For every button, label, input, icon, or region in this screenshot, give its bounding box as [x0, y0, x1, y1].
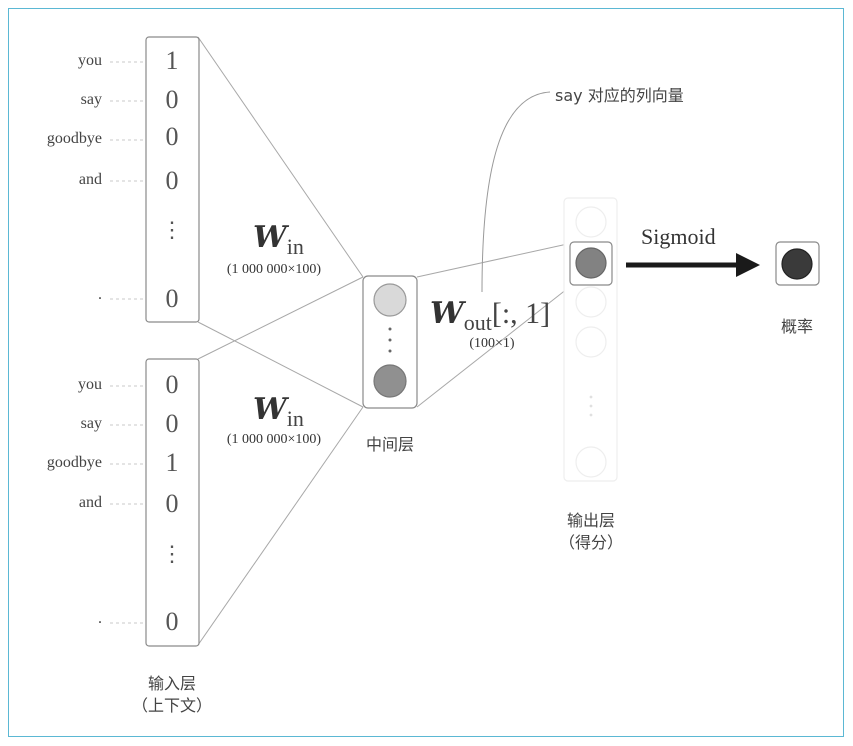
say-output-neuron: [575, 247, 607, 279]
output-layer-sublabel: （得分）: [558, 533, 623, 552]
word-leader-lines: [110, 61, 160, 624]
w-out-label: Wout[:, 1]: [430, 296, 550, 336]
word-label: say: [80, 415, 102, 432]
output-neuron: [575, 326, 607, 358]
vector-value: 0: [165, 489, 179, 518]
input-layer-label: 输入层: [147, 674, 196, 693]
figure-frame: [8, 8, 844, 737]
w-in-label-top: Win: [253, 220, 304, 260]
word-label: and: [78, 171, 102, 188]
word-label: you: [78, 376, 102, 393]
word-label: you: [78, 52, 102, 69]
hidden-layer-label: 中间层: [365, 435, 414, 454]
w-in-dimension: (1 000 000×100): [226, 432, 322, 447]
input-vector-top-box: [145, 36, 200, 323]
sigmoid-arrow-head: [736, 253, 760, 277]
vector-value: 1: [165, 46, 179, 75]
output-layer-label: 输出层: [566, 511, 615, 530]
connection-line: [197, 276, 364, 360]
hidden-neuron-dark: [373, 364, 407, 398]
w-symbol: W: [253, 392, 287, 427]
hidden-vdots: [388, 327, 392, 353]
say-column-annotation: say 对应的列向量: [555, 86, 684, 105]
connection-line: [416, 284, 573, 408]
connection-line: [416, 242, 573, 278]
word-label: .: [98, 286, 102, 303]
input-vector-bottom-box: [145, 358, 200, 647]
vector-value: 1: [165, 448, 179, 477]
input-layer-sublabel: （上下文）: [131, 696, 212, 715]
word-label: goodbye: [46, 454, 102, 471]
connection-line: [197, 321, 364, 408]
vector-value: 0: [165, 409, 179, 438]
vector-ellipsis: ⋮: [161, 218, 183, 243]
vector-value: 0: [165, 122, 179, 151]
sigmoid-label: Sigmoid: [641, 224, 716, 249]
w-in-subscript: in: [286, 234, 304, 259]
input-to-hidden-lines: [197, 36, 573, 646]
w-symbol: W: [430, 296, 464, 331]
w-out-subscript: out: [463, 310, 492, 335]
output-vdots: [589, 395, 593, 417]
word-label: goodbye: [46, 130, 102, 147]
w-out-index: [:, 1]: [491, 297, 551, 330]
vector-ellipsis: ⋮: [161, 542, 183, 567]
output-layer-box: [563, 197, 618, 482]
output-neuron: [575, 206, 607, 238]
w-in-label-bottom: Win: [253, 392, 304, 432]
vector-value: 0: [165, 166, 179, 195]
w-out-dimension: (100×1): [469, 336, 515, 351]
output-neuron: [575, 446, 607, 478]
connection-line: [197, 406, 364, 646]
word-label: say: [80, 91, 102, 108]
annotation-curve: [481, 91, 551, 293]
hidden-neuron-light: [373, 283, 407, 317]
w-in-dimension: (1 000 000×100): [226, 262, 322, 277]
probability-neuron: [781, 248, 813, 280]
probability-label: 概率: [780, 317, 813, 336]
word-label: .: [98, 610, 102, 627]
vector-value: 0: [165, 85, 179, 114]
vector-value: 0: [165, 607, 179, 636]
output-neuron: [575, 286, 607, 318]
vector-value: 0: [165, 284, 179, 313]
word-label: and: [78, 494, 102, 511]
w-symbol: W: [253, 220, 287, 255]
w-in-subscript: in: [286, 406, 304, 431]
connection-line: [197, 36, 364, 278]
vector-value: 0: [165, 370, 179, 399]
